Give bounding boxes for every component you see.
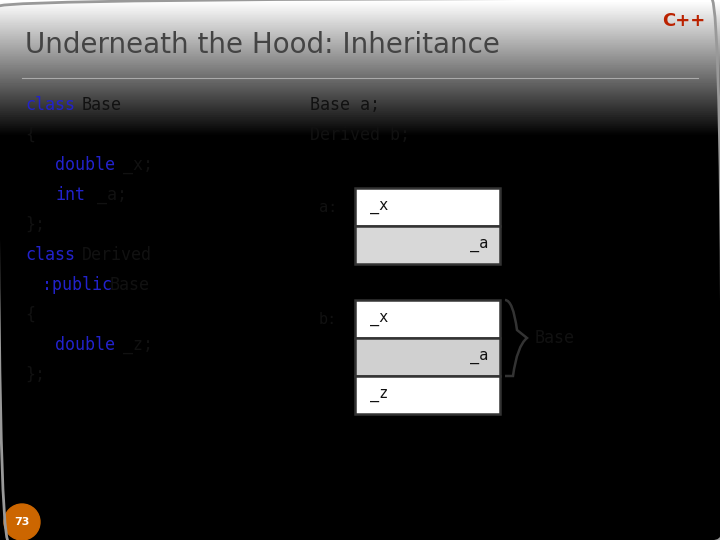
Text: class: class xyxy=(25,246,75,264)
Text: Derived: Derived xyxy=(82,246,152,264)
Text: };: }; xyxy=(25,216,45,234)
Text: Base a;: Base a; xyxy=(310,96,380,114)
Text: Base: Base xyxy=(82,96,122,114)
Text: double: double xyxy=(55,156,115,174)
Text: b:: b: xyxy=(319,312,337,327)
Text: Underneath the Hood: Inheritance: Underneath the Hood: Inheritance xyxy=(25,31,500,59)
Text: Derived b;: Derived b; xyxy=(310,126,410,144)
Text: _x;: _x; xyxy=(123,156,153,174)
Bar xyxy=(355,338,500,376)
Text: class: class xyxy=(25,96,75,114)
Text: a:: a: xyxy=(319,199,337,214)
Text: 73: 73 xyxy=(14,517,30,527)
Text: {: { xyxy=(25,126,35,144)
Text: };: }; xyxy=(25,366,45,384)
Text: Base: Base xyxy=(110,276,150,294)
Text: _a: _a xyxy=(469,349,488,364)
Text: _z: _z xyxy=(370,388,388,402)
Circle shape xyxy=(4,504,40,540)
Text: Base: Base xyxy=(535,329,575,347)
Text: _x: _x xyxy=(370,312,388,327)
Text: _z;: _z; xyxy=(123,336,153,354)
Text: {: { xyxy=(25,306,35,324)
Bar xyxy=(355,300,500,338)
Text: _a;: _a; xyxy=(97,186,127,204)
Bar xyxy=(355,376,500,414)
Text: _x: _x xyxy=(370,199,388,214)
Bar xyxy=(355,188,500,226)
Text: double: double xyxy=(55,336,115,354)
Text: C++: C++ xyxy=(662,12,705,30)
Text: :public: :public xyxy=(42,276,112,294)
Bar xyxy=(355,226,500,264)
Text: int: int xyxy=(55,186,85,204)
Text: _a: _a xyxy=(469,238,488,253)
